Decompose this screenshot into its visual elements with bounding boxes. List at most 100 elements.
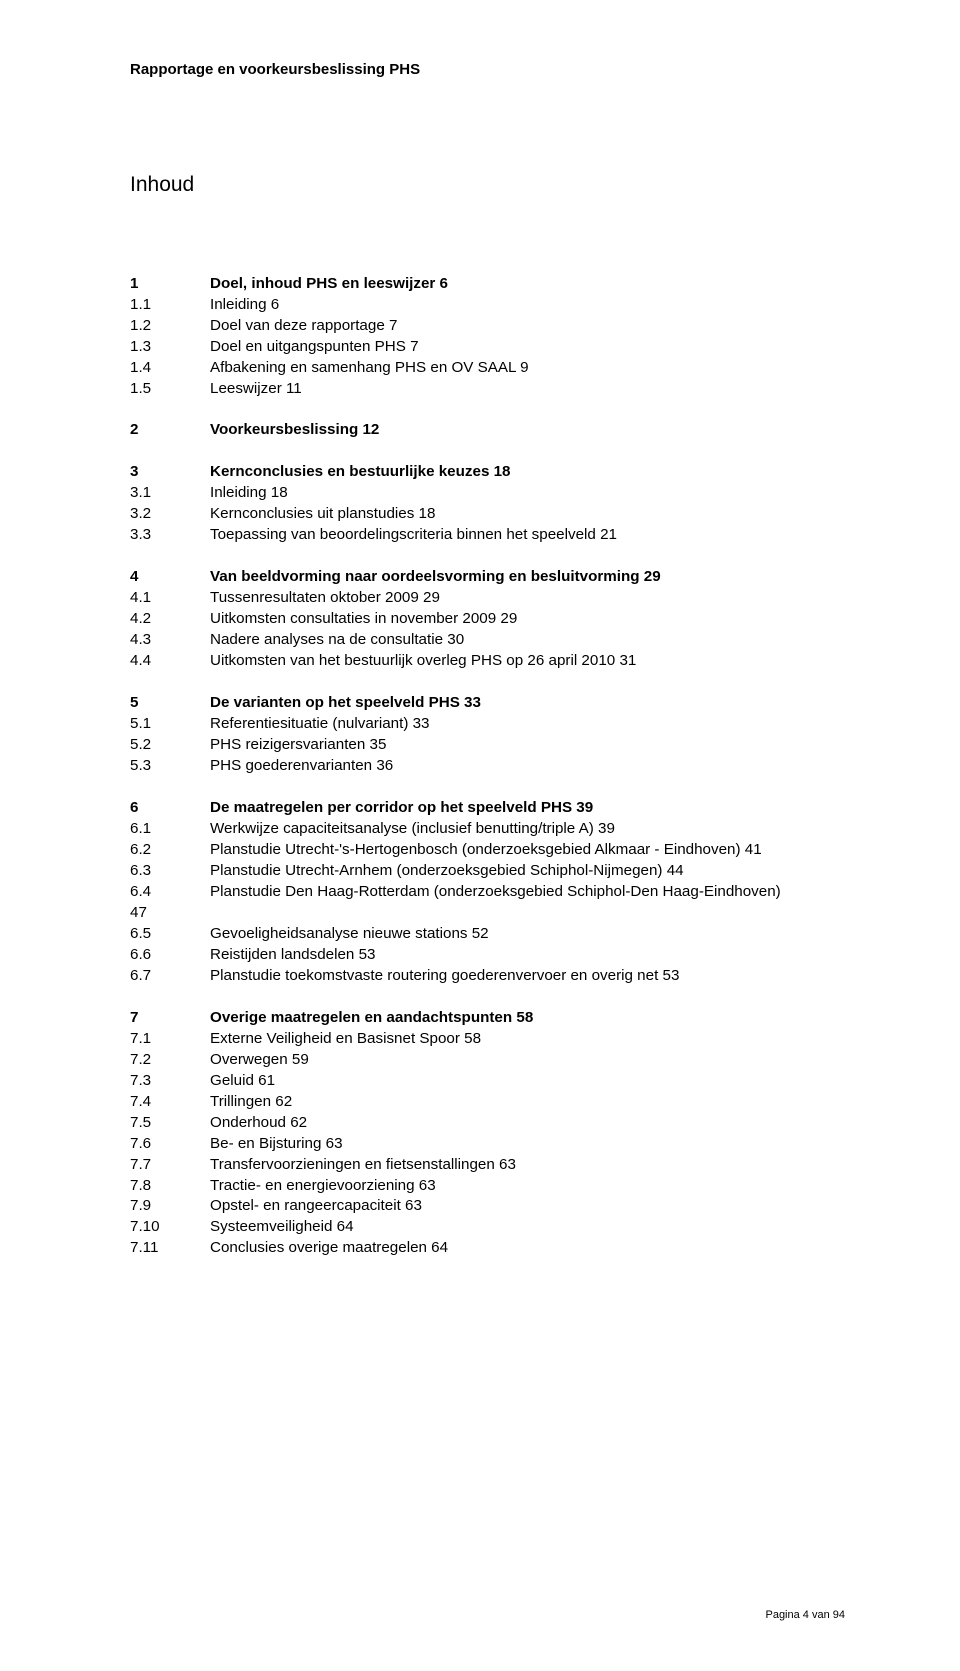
toc-text: Overwegen 59 <box>210 1050 845 1071</box>
toc-number: 7.8 <box>130 1176 210 1197</box>
page-title: Inhoud <box>130 171 845 200</box>
toc-text: Uitkomsten consultaties in november 2009… <box>210 609 845 630</box>
toc-number: 3.1 <box>130 483 210 504</box>
toc-row: 1.1Inleiding 6 <box>130 295 845 316</box>
toc-row: 6.5Gevoeligheidsanalyse nieuwe stations … <box>130 924 845 945</box>
toc-number: 5 <box>130 693 210 714</box>
toc-text: Be- en Bijsturing 63 <box>210 1134 845 1155</box>
toc-text: Doel, inhoud PHS en leeswijzer 6 <box>210 274 845 295</box>
toc-row: 1.5Leeswijzer 11 <box>130 379 845 400</box>
toc-number: 6.3 <box>130 861 210 882</box>
toc-text: Nadere analyses na de consultatie 30 <box>210 630 845 651</box>
toc-row: 7.9Opstel- en rangeercapaciteit 63 <box>130 1196 845 1217</box>
toc-text: Doel en uitgangspunten PHS 7 <box>210 337 845 358</box>
toc-number: 4.4 <box>130 651 210 672</box>
toc-text: Uitkomsten van het bestuurlijk overleg P… <box>210 651 845 672</box>
toc-number: 3.2 <box>130 504 210 525</box>
toc-text: Conclusies overige maatregelen 64 <box>210 1238 845 1259</box>
toc-number: 6.1 <box>130 819 210 840</box>
toc-text: Voorkeursbeslissing 12 <box>210 420 845 441</box>
toc-number: 47 <box>130 903 210 924</box>
toc-row: 3.3Toepassing van beoordelingscriteria b… <box>130 525 845 546</box>
toc-row: 6.1Werkwijze capaciteitsanalyse (inclusi… <box>130 819 845 840</box>
page-footer: Pagina 4 van 94 <box>765 1608 845 1623</box>
toc-row: 4.4Uitkomsten van het bestuurlijk overle… <box>130 651 845 672</box>
toc-row: 6.3Planstudie Utrecht-Arnhem (onderzoeks… <box>130 861 845 882</box>
toc-row: 1.4Afbakening en samenhang PHS en OV SAA… <box>130 358 845 379</box>
toc-row: 7.6Be- en Bijsturing 63 <box>130 1134 845 1155</box>
toc-number: 6.6 <box>130 945 210 966</box>
toc-row: 1.3Doel en uitgangspunten PHS 7 <box>130 337 845 358</box>
toc-row: 7.2Overwegen 59 <box>130 1050 845 1071</box>
toc-text: De maatregelen per corridor op het speel… <box>210 798 845 819</box>
toc-number: 6.4 <box>130 882 210 903</box>
toc-number: 7.5 <box>130 1113 210 1134</box>
toc-row: 7.5Onderhoud 62 <box>130 1113 845 1134</box>
toc-row: 7.10Systeemveiligheid 64 <box>130 1217 845 1238</box>
toc-row: 5De varianten op het speelveld PHS 33 <box>130 693 845 714</box>
toc-block: 1Doel, inhoud PHS en leeswijzer 61.1Inle… <box>130 274 845 400</box>
toc-row: 4.3Nadere analyses na de consultatie 30 <box>130 630 845 651</box>
toc-number: 7.11 <box>130 1238 210 1259</box>
toc-text: Leeswijzer 11 <box>210 379 845 400</box>
toc-text: Inleiding 18 <box>210 483 845 504</box>
toc-number: 7.7 <box>130 1155 210 1176</box>
toc-text: Planstudie Den Haag-Rotterdam (onderzoek… <box>210 882 845 903</box>
toc-text: Transfervoorzieningen en fietsenstalling… <box>210 1155 845 1176</box>
toc-block: 3Kernconclusies en bestuurlijke keuzes 1… <box>130 462 845 546</box>
toc-row: 7Overige maatregelen en aandachtspunten … <box>130 1008 845 1029</box>
toc-row: 6.4Planstudie Den Haag-Rotterdam (onderz… <box>130 882 845 903</box>
toc-text: Onderhoud 62 <box>210 1113 845 1134</box>
toc-number: 6.5 <box>130 924 210 945</box>
toc-row: 3.1Inleiding 18 <box>130 483 845 504</box>
toc-text: PHS goederenvarianten 36 <box>210 756 845 777</box>
toc-text: Referentiesituatie (nulvariant) 33 <box>210 714 845 735</box>
toc-row: 7.1Externe Veiligheid en Basisnet Spoor … <box>130 1029 845 1050</box>
toc-row: 3.2Kernconclusies uit planstudies 18 <box>130 504 845 525</box>
toc-text: Geluid 61 <box>210 1071 845 1092</box>
toc-text: Planstudie Utrecht-'s-Hertogenbosch (ond… <box>210 840 845 861</box>
toc-number: 2 <box>130 420 210 441</box>
toc-text: Werkwijze capaciteitsanalyse (inclusief … <box>210 819 845 840</box>
toc-row: 6De maatregelen per corridor op het spee… <box>130 798 845 819</box>
toc-row: 47 <box>130 903 845 924</box>
toc-number: 5.3 <box>130 756 210 777</box>
toc-row: 3Kernconclusies en bestuurlijke keuzes 1… <box>130 462 845 483</box>
toc-row: 5.2PHS reizigersvarianten 35 <box>130 735 845 756</box>
toc-number: 1.2 <box>130 316 210 337</box>
toc-row: 6.7Planstudie toekomstvaste routering go… <box>130 966 845 987</box>
toc-number: 1.1 <box>130 295 210 316</box>
toc-number: 3.3 <box>130 525 210 546</box>
toc-number: 4.3 <box>130 630 210 651</box>
toc-text: Tractie- en energievoorziening 63 <box>210 1176 845 1197</box>
toc-row: 4.1Tussenresultaten oktober 2009 29 <box>130 588 845 609</box>
toc-number: 7.9 <box>130 1196 210 1217</box>
toc-number: 4.2 <box>130 609 210 630</box>
toc-text: Inleiding 6 <box>210 295 845 316</box>
toc-row: 6.6Reistijden landsdelen 53 <box>130 945 845 966</box>
toc-text: Gevoeligheidsanalyse nieuwe stations 52 <box>210 924 845 945</box>
toc-text: Trillingen 62 <box>210 1092 845 1113</box>
toc-row: 7.7Transfervoorzieningen en fietsenstall… <box>130 1155 845 1176</box>
toc-text: Opstel- en rangeercapaciteit 63 <box>210 1196 845 1217</box>
toc-number: 6.2 <box>130 840 210 861</box>
toc-row: 1.2Doel van deze rapportage 7 <box>130 316 845 337</box>
toc-text: Toepassing van beoordelingscriteria binn… <box>210 525 845 546</box>
toc-row: 7.3Geluid 61 <box>130 1071 845 1092</box>
toc-number: 6 <box>130 798 210 819</box>
toc-block: 4Van beeldvorming naar oordeelsvorming e… <box>130 567 845 672</box>
toc-number: 3 <box>130 462 210 483</box>
toc-text: Planstudie Utrecht-Arnhem (onderzoeksgeb… <box>210 861 845 882</box>
table-of-contents: 1Doel, inhoud PHS en leeswijzer 61.1Inle… <box>130 274 845 1260</box>
toc-row: 5.1Referentiesituatie (nulvariant) 33 <box>130 714 845 735</box>
toc-row: 2Voorkeursbeslissing 12 <box>130 420 845 441</box>
toc-number: 5.2 <box>130 735 210 756</box>
toc-text: Kernconclusies en bestuurlijke keuzes 18 <box>210 462 845 483</box>
toc-number: 6.7 <box>130 966 210 987</box>
toc-block: 5De varianten op het speelveld PHS 335.1… <box>130 693 845 777</box>
toc-row: 7.4Trillingen 62 <box>130 1092 845 1113</box>
toc-block: 7Overige maatregelen en aandachtspunten … <box>130 1008 845 1260</box>
toc-text: Reistijden landsdelen 53 <box>210 945 845 966</box>
toc-number: 1.3 <box>130 337 210 358</box>
toc-block: 2Voorkeursbeslissing 12 <box>130 420 845 441</box>
